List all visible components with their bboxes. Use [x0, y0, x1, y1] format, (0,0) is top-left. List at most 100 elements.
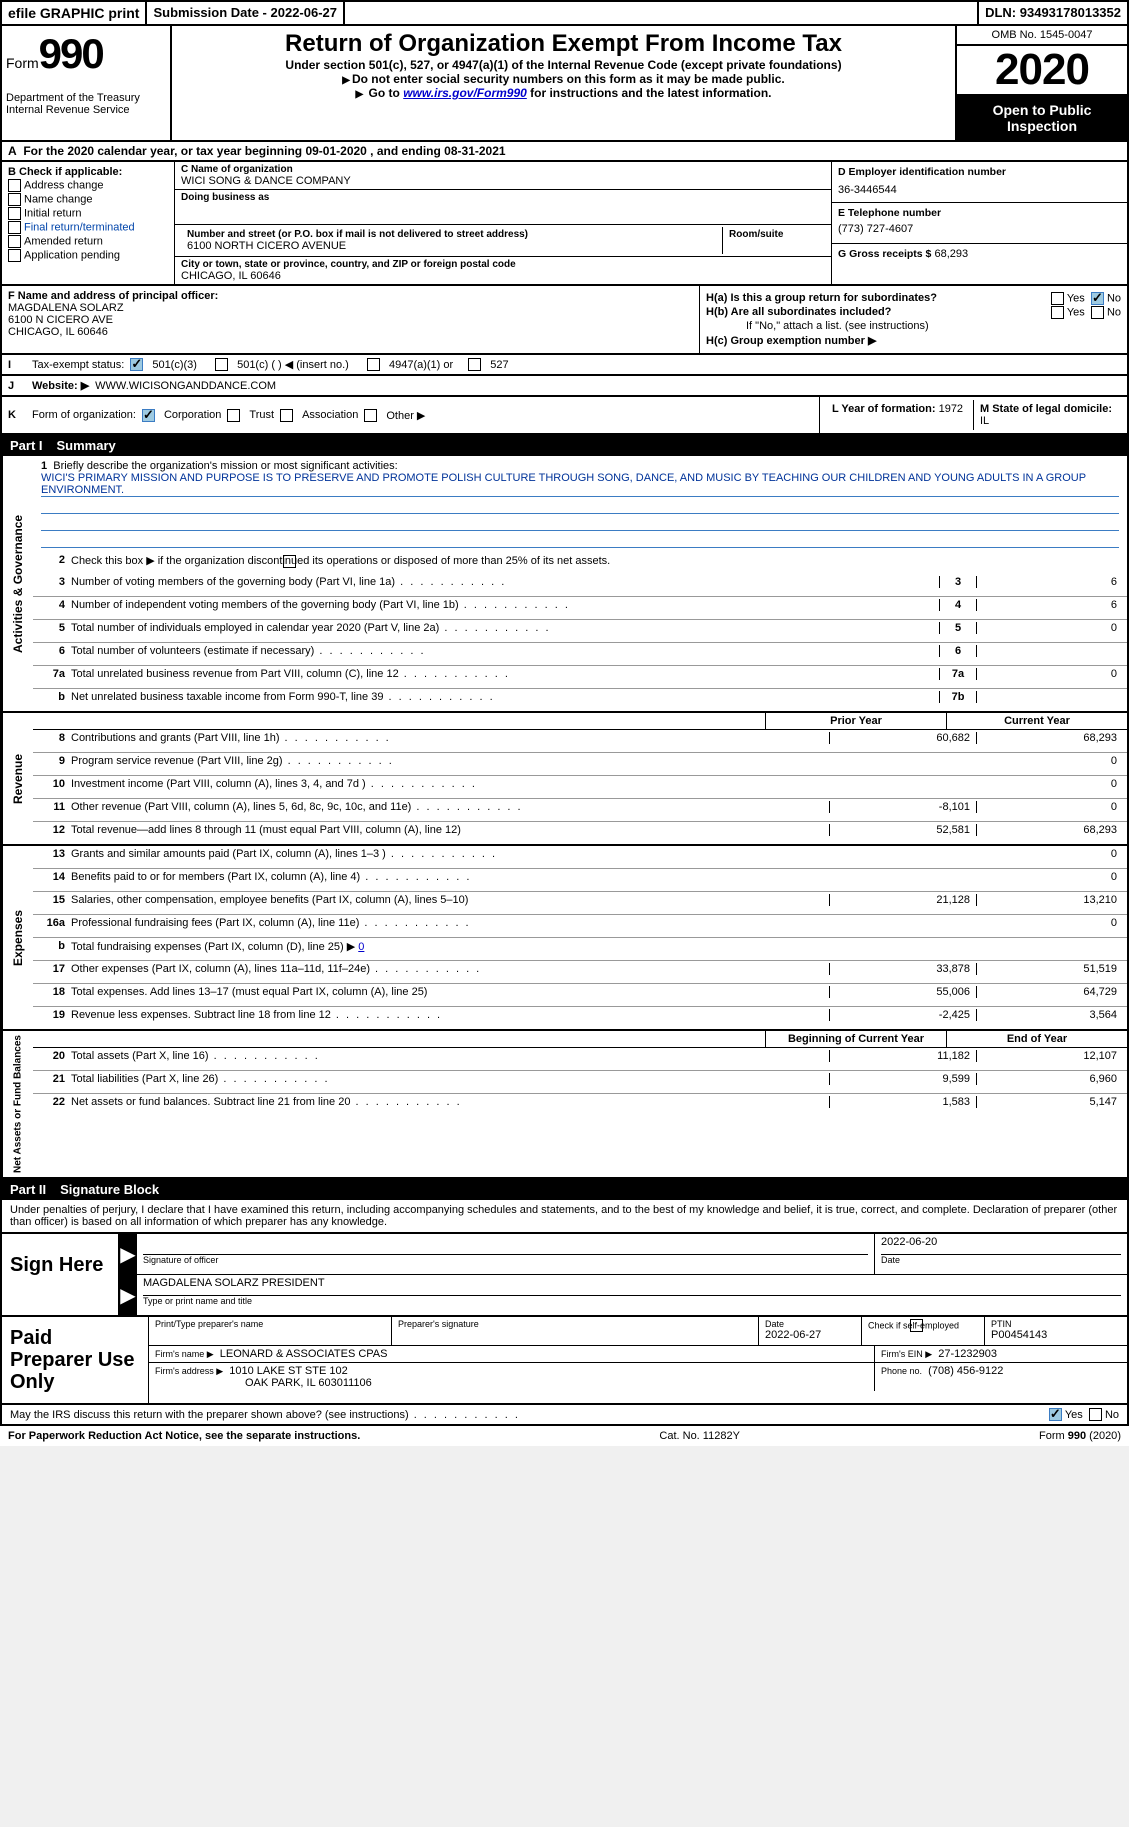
ptin-value: P00454143	[991, 1329, 1121, 1341]
chk-discontinued[interactable]	[283, 555, 296, 568]
j-lead: J	[8, 380, 26, 392]
sign-block: Sign Here ▶ Signature of officer 2022-06…	[0, 1234, 1129, 1317]
irs-form990-link[interactable]: www.irs.gov/Form990	[403, 86, 527, 100]
box-g: G Gross receipts $ 68,293	[832, 244, 1127, 284]
form-header: Form990 Department of the Treasury Inter…	[0, 26, 1129, 142]
fh-row: F Name and address of principal officer:…	[0, 286, 1129, 355]
prep-date-cell: Date 2022-06-27	[759, 1317, 862, 1345]
chk-501c3[interactable]	[130, 358, 143, 371]
governance-body: 1 Briefly describe the organization's mi…	[33, 456, 1127, 711]
form-number: 990	[39, 30, 103, 77]
vtab-expenses: Expenses	[2, 846, 33, 1029]
p11: -8,101	[829, 801, 977, 813]
chk-501c[interactable]	[215, 358, 228, 371]
chk-4947[interactable]	[367, 358, 380, 371]
line-15: 15Salaries, other compensation, employee…	[33, 892, 1127, 915]
c13: 0	[977, 848, 1123, 860]
line-10: 10Investment income (Part VIII, column (…	[33, 776, 1127, 799]
box-h: H(a) Is this a group return for subordin…	[700, 286, 1127, 353]
chk-trust[interactable]	[227, 409, 240, 422]
line-9: 9Program service revenue (Part VIII, lin…	[33, 753, 1127, 776]
open-to-public-badge: Open to Public Inspection	[957, 96, 1127, 140]
part1-netassets: Net Assets or Fund Balances Beginning of…	[0, 1031, 1129, 1179]
efile-spacer	[345, 2, 979, 24]
omb-number: OMB No. 1545-0047	[957, 26, 1127, 46]
val-3: 6	[977, 576, 1123, 588]
dln-cell: DLN: 93493178013352	[979, 2, 1127, 24]
p17: 33,878	[829, 963, 977, 975]
part1-title: Summary	[57, 438, 116, 453]
chk-corporation[interactable]	[142, 409, 155, 422]
c12: 68,293	[977, 824, 1123, 836]
city-value: CHICAGO, IL 60646	[181, 270, 825, 282]
hdr-current: Current Year	[946, 713, 1127, 729]
line-6: 6Total number of volunteers (estimate if…	[33, 643, 1127, 666]
c16a: 0	[977, 917, 1123, 929]
ha-yes-checkbox[interactable]	[1051, 292, 1064, 305]
ha-no-checkbox[interactable]	[1091, 292, 1104, 305]
street-row: Number and street (or P.O. box if mail i…	[175, 225, 831, 257]
sig-date-label: Date	[881, 1255, 1121, 1265]
ein-label: D Employer identification number	[838, 166, 1121, 178]
chk-association[interactable]	[280, 409, 293, 422]
chk-address-change[interactable]: Address change	[8, 179, 168, 192]
hdr-prior: Prior Year	[765, 713, 946, 729]
discuss-no-label: No	[1105, 1409, 1119, 1421]
lm-right: L Year of formation: 1972 M State of leg…	[819, 397, 1127, 433]
sig-row-2: ▶ MAGDALENA SOLARZ PRESIDENT Type or pri…	[119, 1275, 1127, 1315]
chk-amended-return[interactable]: Amended return	[8, 235, 168, 248]
prep-row-2: Firm's name ▶ LEONARD & ASSOCIATES CPAS …	[149, 1346, 1127, 1363]
org-name-row: C Name of organization WICI SONG & DANCE…	[175, 162, 831, 190]
efile-bar: efile GRAPHIC print Submission Date - 20…	[0, 0, 1129, 26]
chk-other[interactable]	[364, 409, 377, 422]
part2-title: Signature Block	[60, 1182, 159, 1197]
val-5: 0	[977, 622, 1123, 634]
hc-line: H(c) Group exemption number ▶	[706, 334, 1121, 347]
chk-application-pending[interactable]: Application pending	[8, 249, 168, 262]
part2-num: Part II	[10, 1182, 46, 1197]
box-6: 6	[939, 645, 977, 657]
tel-label: E Telephone number	[838, 207, 1121, 219]
efile-print-button[interactable]: efile GRAPHIC print	[2, 2, 147, 24]
chk-initial-return[interactable]: Initial return	[8, 207, 168, 220]
p22: 1,583	[829, 1096, 977, 1108]
line-7a: 7aTotal unrelated business revenue from …	[33, 666, 1127, 689]
firm-addr2: OAK PARK, IL 603011106	[155, 1377, 868, 1389]
officer-name: MAGDALENA SOLARZ	[8, 302, 693, 314]
l16b-value[interactable]: 0	[358, 941, 364, 953]
firm-addr-label: Firm's address ▶	[155, 1366, 223, 1376]
p20: 11,182	[829, 1050, 977, 1062]
sig-arrow-icon-2: ▶	[119, 1275, 137, 1315]
firm-ein-label: Firm's EIN ▶	[881, 1349, 932, 1359]
c14: 0	[977, 871, 1123, 883]
chk-discuss-no[interactable]	[1089, 1408, 1102, 1421]
val-4: 6	[977, 599, 1123, 611]
ptin-cell: PTIN P00454143	[985, 1317, 1127, 1345]
department-label: Department of the Treasury Internal Reve…	[6, 92, 166, 116]
chk-discuss-yes[interactable]	[1049, 1408, 1062, 1421]
c10: 0	[977, 778, 1123, 790]
hb-no-checkbox[interactable]	[1091, 306, 1104, 319]
dln-value: 93493178013352	[1020, 5, 1121, 20]
part1-governance: Activities & Governance 1 Briefly descri…	[0, 456, 1129, 713]
footer-mid: Cat. No. 11282Y	[659, 1430, 740, 1442]
hb-yes-checkbox[interactable]	[1051, 306, 1064, 319]
ptin-label: PTIN	[991, 1319, 1121, 1329]
room-label: Room/suite	[729, 229, 819, 240]
chk-527[interactable]	[468, 358, 481, 371]
sig-row-1: ▶ Signature of officer 2022-06-20 Date	[119, 1234, 1127, 1275]
line-18: 18Total expenses. Add lines 13–17 (must …	[33, 984, 1127, 1007]
hc-label: H(c) Group exemption number ▶	[706, 335, 876, 347]
sig-officer-label: Signature of officer	[143, 1255, 868, 1265]
street-label: Number and street (or P.O. box if mail i…	[187, 229, 716, 240]
phone-value: (708) 456-9122	[928, 1365, 1003, 1377]
header-right: OMB No. 1545-0047 2020 Open to Public In…	[955, 26, 1127, 140]
i-lead: I	[8, 359, 26, 371]
chk-name-change[interactable]: Name change	[8, 193, 168, 206]
chk-final-return[interactable]: Final return/terminated	[8, 221, 168, 234]
chk-self-employed[interactable]	[910, 1319, 923, 1332]
sig-officer-cell: Signature of officer	[137, 1234, 875, 1274]
mission-blank-3	[41, 531, 1119, 548]
firm-name-value: LEONARD & ASSOCIATES CPAS	[220, 1348, 388, 1360]
submission-date-cell: Submission Date - 2022-06-27	[147, 2, 345, 24]
